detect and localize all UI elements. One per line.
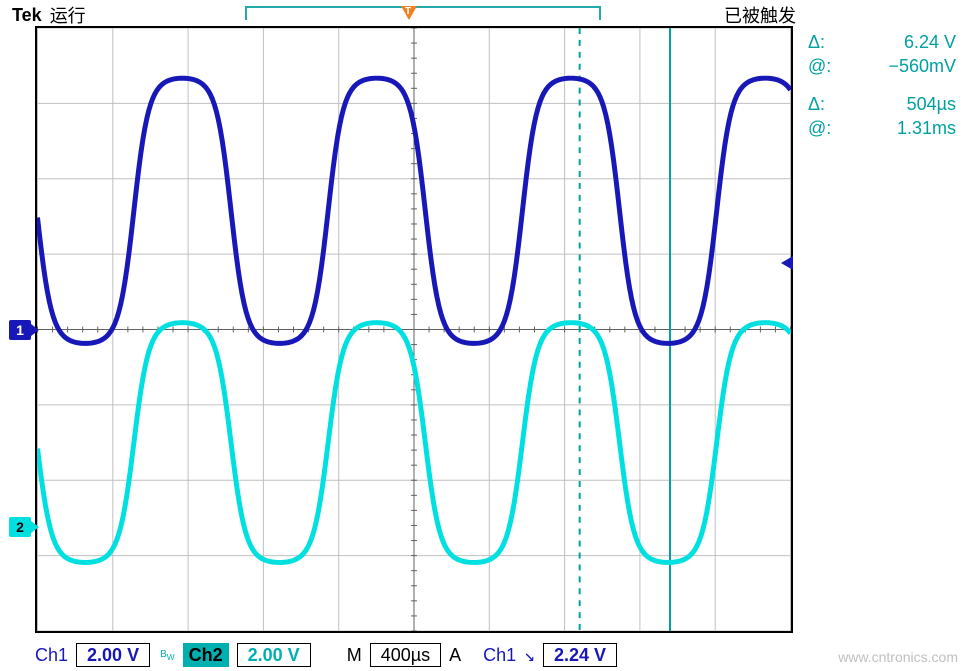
ch2-zero-marker: 2 xyxy=(9,517,31,537)
ch1-scale-field[interactable]: 2.00 V xyxy=(76,643,150,667)
delta-v-symbol: Δ: xyxy=(808,30,834,54)
ch2-label[interactable]: Ch2 xyxy=(183,643,229,667)
ch1-label[interactable]: Ch1 xyxy=(35,645,68,666)
at-v-symbol: @: xyxy=(808,54,834,78)
trigger-level-field[interactable]: 2.24 V xyxy=(543,643,617,667)
bandwidth-icon: BW xyxy=(160,649,175,662)
timebase-label: M xyxy=(347,645,362,666)
trigger-level-arrow-icon xyxy=(781,256,793,270)
trigger-source-label[interactable]: Ch1 xyxy=(483,645,516,666)
ch2-scale-field[interactable]: 2.00 V xyxy=(237,643,311,667)
trigger-status-label: 已被触发 xyxy=(724,2,796,28)
run-status-label: 运行 xyxy=(50,2,86,28)
acquisition-bracket xyxy=(245,6,601,20)
delta-t-symbol: Δ: xyxy=(808,92,834,116)
cursor-readout: Δ: 6.24 V @: −560mV Δ: 504µs @: 1.31ms xyxy=(808,30,956,140)
bottom-readout-bar: Ch1 2.00 V BW Ch2 2.00 V M 400µs A Ch1 ↘… xyxy=(35,643,617,667)
at-t-symbol: @: xyxy=(808,116,834,140)
brand-label: Tek xyxy=(12,5,42,26)
waveform-plot xyxy=(37,28,791,631)
watermark-label: www.cntronics.com xyxy=(838,649,958,665)
at-v-value: −560mV xyxy=(888,54,956,78)
trigger-t-label: T xyxy=(405,6,411,17)
delta-v-value: 6.24 V xyxy=(904,30,956,54)
timebase-field[interactable]: 400µs xyxy=(370,643,441,667)
ch1-zero-marker: 1 xyxy=(9,320,31,340)
trigger-mode-label: A xyxy=(449,645,461,666)
waveform-display[interactable] xyxy=(35,26,793,633)
at-t-value: 1.31ms xyxy=(897,116,956,140)
trigger-slope-icon[interactable]: ↘ xyxy=(524,645,535,666)
delta-t-value: 504µs xyxy=(907,92,956,116)
